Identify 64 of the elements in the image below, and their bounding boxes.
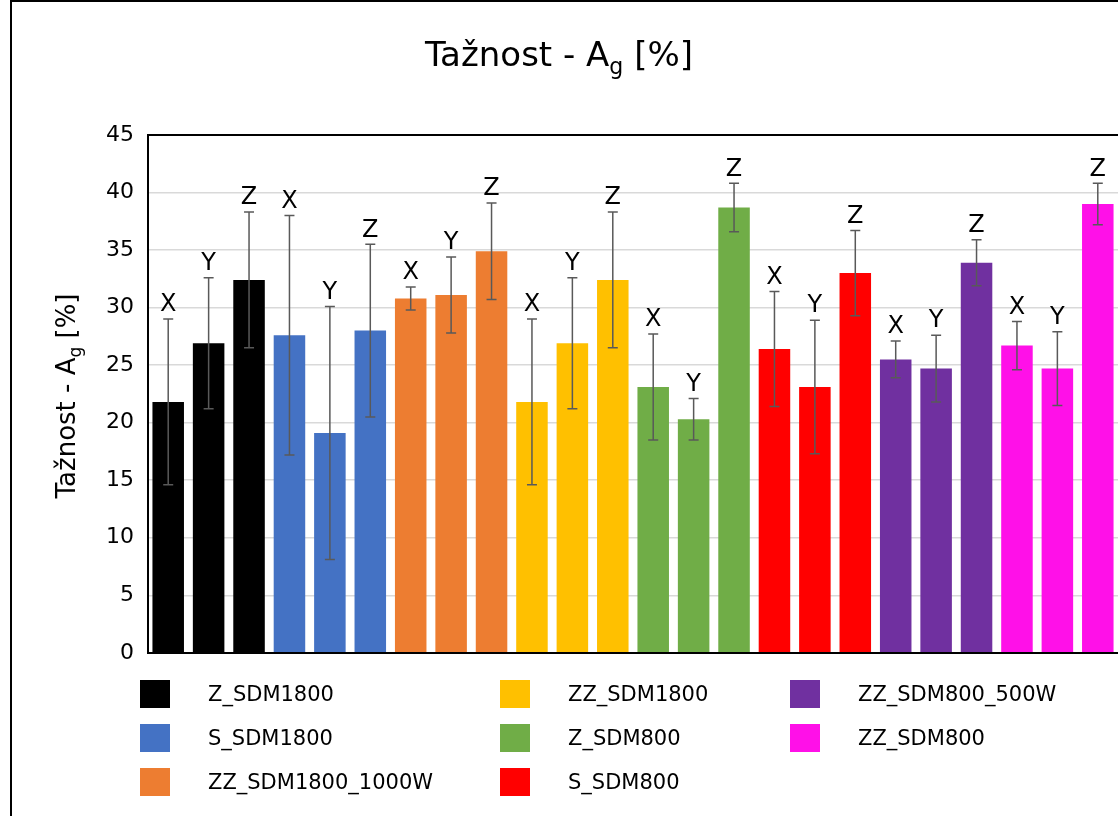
- annotation: Y: [806, 290, 823, 319]
- bar: [1001, 345, 1033, 653]
- bar: [960, 262, 993, 653]
- bar: [273, 335, 306, 653]
- legend-label: ZZ_SDM1800: [568, 682, 709, 706]
- bar: [556, 343, 589, 653]
- annotation: X: [1008, 291, 1026, 320]
- bar: [799, 387, 831, 653]
- bar: [839, 273, 872, 653]
- annotation: X: [159, 289, 177, 318]
- bar: [1041, 368, 1074, 653]
- bar: [879, 359, 912, 653]
- annotation: Y: [1049, 302, 1066, 330]
- annotation: X: [281, 185, 298, 214]
- bar: [920, 368, 952, 653]
- legend-label: S_SDM800: [568, 770, 680, 794]
- chart-title: Tažnost - A$_{g}$ [%]: [423, 34, 695, 79]
- legend-label: ZZ_SDM1800_1000W: [208, 770, 434, 794]
- y-tick-label: 45: [106, 120, 134, 146]
- y-tick-label: 0: [120, 638, 134, 664]
- bar: [516, 401, 548, 653]
- annotation: Y: [927, 305, 944, 334]
- y-tick-label: 5: [120, 580, 134, 606]
- y-tick-label: 15: [106, 465, 134, 491]
- bar: [718, 207, 750, 653]
- annotation: Z: [483, 173, 500, 202]
- annotation: Z: [240, 182, 258, 211]
- annotation: Y: [564, 247, 581, 276]
- y-tick-label: 35: [106, 235, 134, 261]
- annotation: Z: [968, 209, 985, 238]
- bar: [758, 349, 791, 653]
- bar: [1082, 204, 1114, 653]
- annotation: Z: [604, 182, 622, 211]
- annotation: Y: [685, 368, 702, 397]
- bar: [314, 433, 346, 653]
- legend-label: Z_SDM800: [568, 726, 681, 750]
- annotation: Z: [362, 214, 379, 243]
- annotation: X: [523, 289, 541, 318]
- bar: [435, 294, 467, 653]
- legend-label: Z_SDM1800: [208, 682, 334, 706]
- y-tick-label: 10: [106, 523, 134, 549]
- annotation: X: [644, 304, 662, 333]
- legend-label: S_SDM1800: [208, 726, 333, 750]
- y-tick-label: 25: [106, 350, 134, 376]
- legend-label: ZZ_SDM800_500W: [858, 682, 1057, 706]
- annotation: X: [766, 261, 783, 290]
- annotation: Y: [200, 247, 217, 276]
- annotation: Z: [1089, 153, 1107, 182]
- bar: [394, 298, 427, 653]
- y-tick-label: 40: [106, 178, 134, 204]
- annotation: Z: [725, 153, 743, 182]
- bar: [597, 279, 629, 653]
- annotation: X: [402, 257, 419, 286]
- bar: [354, 330, 387, 653]
- bar: [475, 251, 508, 653]
- annotation: Y: [442, 227, 459, 256]
- y-tick-label: 20: [106, 408, 134, 434]
- annotation: Z: [847, 200, 864, 229]
- bar: [637, 387, 669, 653]
- bar: [677, 419, 710, 653]
- annotation: Y: [321, 276, 338, 305]
- annotation: X: [887, 311, 904, 340]
- legend-label: ZZ_SDM800: [858, 726, 985, 750]
- y-tick-label: 30: [106, 293, 134, 319]
